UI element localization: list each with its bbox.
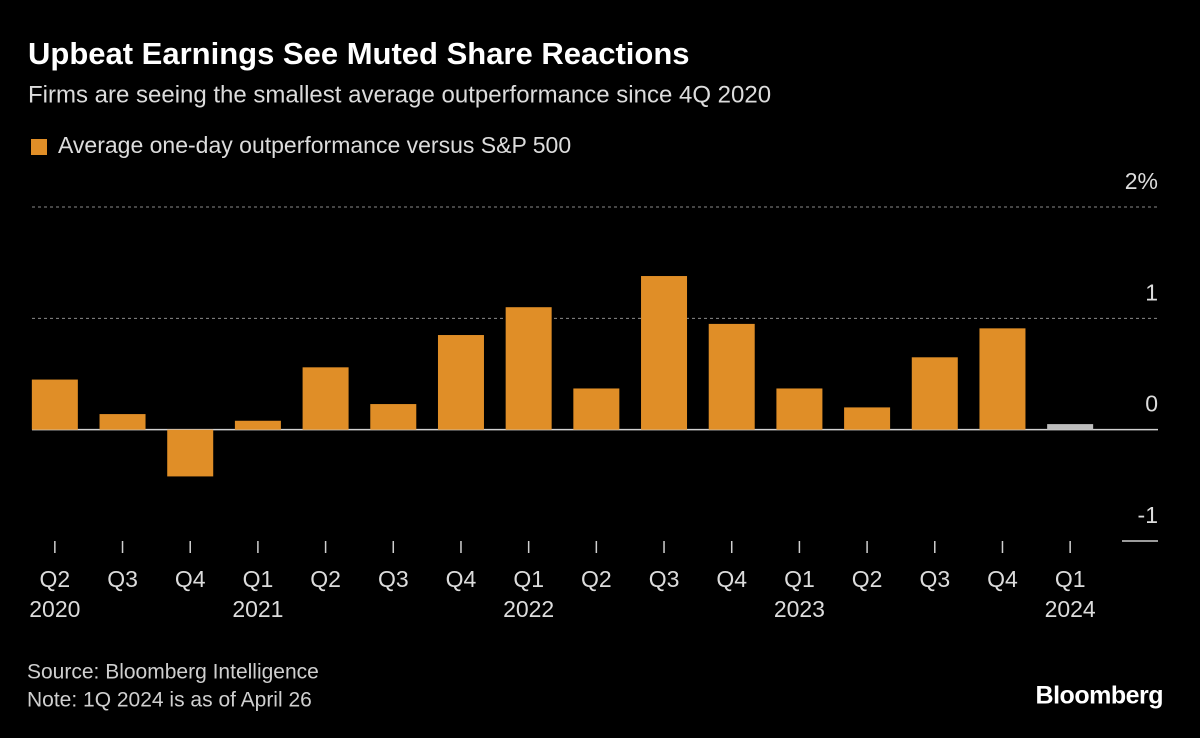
legend-swatch — [31, 139, 47, 155]
bar — [437, 335, 484, 430]
legend-label: Average one-day outperformance versus S&… — [58, 132, 571, 158]
bar — [99, 414, 146, 430]
bar — [31, 379, 78, 430]
bar — [573, 388, 620, 430]
x-group-label: 2024 — [1045, 596, 1096, 622]
x-tick-label: Q2 — [581, 566, 612, 592]
source: Source: Bloomberg Intelligence — [27, 661, 319, 684]
x-tick-label: Q2 — [310, 566, 341, 592]
x-tick-label: Q2 — [40, 566, 71, 592]
y-tick-label: -1 — [1138, 502, 1158, 528]
x-tick-label: Q1 — [243, 566, 274, 592]
bar — [167, 429, 214, 477]
bar — [911, 357, 958, 430]
bar — [708, 323, 755, 430]
note: Note: 1Q 2024 is as of April 26 — [27, 689, 312, 712]
chart-subtitle: Firms are seeing the smallest average ou… — [28, 81, 771, 108]
x-group-label: 2022 — [503, 596, 554, 622]
bar — [370, 404, 417, 430]
x-tick-label: Q3 — [919, 566, 950, 592]
bar — [1047, 424, 1094, 430]
x-group-label: 2023 — [774, 596, 825, 622]
x-tick-label: Q4 — [987, 566, 1018, 592]
bar — [302, 367, 349, 430]
bar — [234, 420, 281, 430]
bar — [641, 276, 688, 430]
x-tick-label: Q1 — [1055, 566, 1086, 592]
x-tick-label: Q2 — [852, 566, 883, 592]
x-tick-label: Q1 — [784, 566, 815, 592]
x-group-label: 2020 — [29, 596, 80, 622]
y-tick-label: 2% — [1125, 168, 1158, 194]
brand-logo: Bloomberg — [1036, 682, 1163, 710]
x-tick-label: Q4 — [716, 566, 747, 592]
x-tick-label: Q4 — [175, 566, 206, 592]
chart-title: Upbeat Earnings See Muted Share Reaction… — [28, 36, 690, 71]
bar — [979, 328, 1026, 430]
y-tick-label: 0 — [1145, 391, 1158, 417]
y-tick-label: 1 — [1145, 279, 1158, 305]
x-group-label: 2021 — [232, 596, 283, 622]
x-tick-label: Q3 — [649, 566, 680, 592]
x-tick-label: Q3 — [107, 566, 138, 592]
bar — [776, 388, 823, 430]
bar — [505, 307, 552, 430]
x-tick-label: Q3 — [378, 566, 409, 592]
x-tick-label: Q4 — [446, 566, 477, 592]
x-tick-label: Q1 — [513, 566, 544, 592]
bar — [844, 407, 891, 430]
